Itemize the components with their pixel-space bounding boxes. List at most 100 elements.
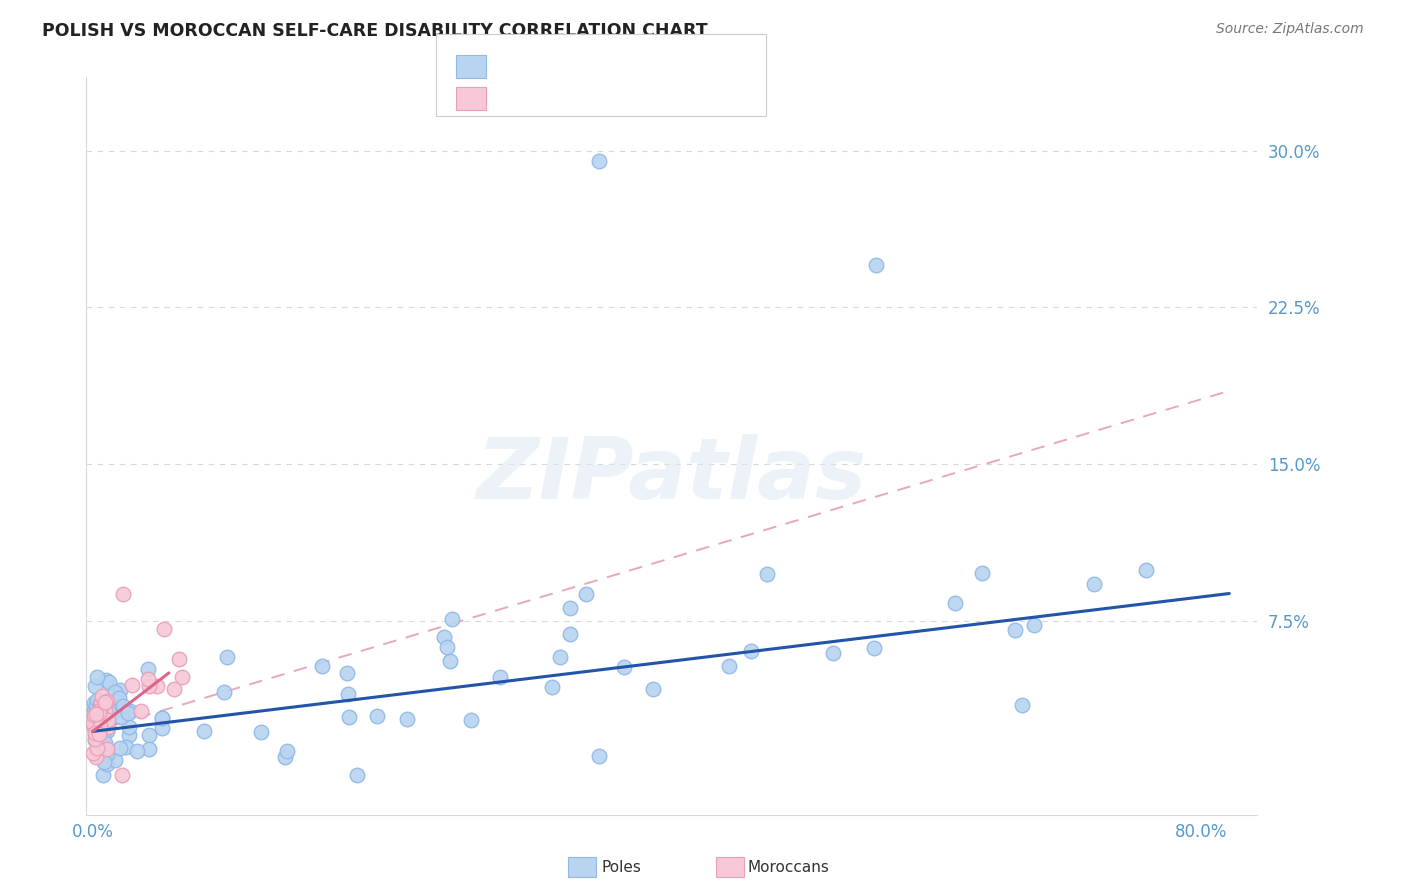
Point: [96, 694, 118, 708]
Point: [101, 705, 124, 719]
Point: [366, 708, 388, 723]
Point: [107, 691, 129, 706]
Point: [87, 706, 110, 721]
Point: [439, 654, 461, 668]
Point: [167, 652, 190, 666]
Point: [138, 672, 160, 686]
Point: [84, 698, 107, 712]
Point: [89, 734, 111, 748]
Point: [150, 711, 173, 725]
Point: [83, 733, 105, 747]
Point: [118, 728, 141, 742]
Point: [97, 716, 120, 731]
Point: [104, 685, 127, 699]
Text: N =: N =: [581, 59, 624, 74]
Point: [89, 737, 111, 751]
Point: [863, 640, 886, 655]
Text: R =: R =: [499, 91, 533, 106]
Point: [575, 587, 598, 601]
Point: [150, 721, 173, 735]
Text: Moroccans: Moroccans: [748, 860, 830, 874]
Point: [87, 727, 110, 741]
Point: [84, 714, 107, 728]
Point: [641, 681, 664, 696]
Text: N =: N =: [581, 91, 624, 106]
Point: [86, 742, 108, 756]
Text: Poles: Poles: [602, 860, 641, 874]
Point: [82, 715, 104, 730]
Point: [89, 697, 111, 711]
Point: [1024, 617, 1046, 632]
Point: [613, 659, 636, 673]
Point: [1011, 698, 1033, 712]
Point: [96, 742, 118, 756]
Point: [1083, 576, 1105, 591]
Point: [136, 662, 159, 676]
Point: [125, 744, 148, 758]
Point: [97, 720, 120, 734]
Point: [96, 757, 118, 772]
Point: [96, 747, 118, 761]
Point: [93, 740, 115, 755]
Point: [90, 745, 112, 759]
Text: 0.357: 0.357: [531, 59, 575, 74]
Text: 35: 35: [623, 91, 643, 106]
Point: [82, 746, 104, 760]
Point: [146, 679, 169, 693]
Point: [83, 697, 105, 711]
Point: [94, 704, 117, 718]
Point: [105, 701, 128, 715]
Point: [91, 739, 114, 753]
Point: [112, 698, 135, 713]
Point: [84, 750, 107, 764]
Text: Source: ZipAtlas.com: Source: ZipAtlas.com: [1216, 22, 1364, 37]
Point: [110, 741, 132, 756]
Point: [97, 706, 120, 720]
Point: [346, 768, 368, 782]
Point: [163, 681, 186, 696]
Point: [337, 710, 360, 724]
Point: [86, 693, 108, 707]
Point: [93, 728, 115, 742]
Point: [118, 720, 141, 734]
Text: POLISH VS MOROCCAN SELF-CARE DISABILITY CORRELATION CHART: POLISH VS MOROCCAN SELF-CARE DISABILITY …: [42, 22, 707, 40]
Point: [90, 706, 112, 720]
Text: 101: 101: [623, 59, 652, 74]
Point: [548, 650, 571, 665]
Point: [274, 750, 297, 764]
Point: [86, 741, 108, 756]
Text: R =: R =: [499, 59, 533, 74]
Point: [588, 748, 610, 763]
Point: [97, 713, 120, 727]
Point: [588, 154, 610, 169]
Point: [250, 724, 273, 739]
Point: [90, 723, 112, 738]
Point: [740, 644, 762, 658]
Point: [111, 768, 134, 782]
Point: [541, 680, 564, 694]
Point: [87, 720, 110, 734]
Point: [153, 622, 176, 636]
Point: [150, 711, 173, 725]
Point: [276, 744, 298, 758]
Point: [91, 689, 114, 703]
Point: [90, 698, 112, 713]
Point: [865, 259, 887, 273]
Point: [90, 696, 112, 710]
Point: [395, 712, 418, 726]
Point: [117, 706, 139, 720]
Point: [1004, 623, 1026, 637]
Point: [91, 768, 114, 782]
Point: [115, 739, 138, 754]
Point: [138, 728, 160, 742]
Point: [84, 714, 107, 729]
Point: [972, 566, 994, 580]
Point: [336, 687, 359, 701]
Point: [172, 670, 194, 684]
Point: [94, 673, 117, 688]
Point: [97, 675, 120, 690]
Point: [110, 710, 132, 724]
Point: [93, 755, 115, 769]
Point: [112, 586, 135, 600]
Point: [91, 695, 114, 709]
